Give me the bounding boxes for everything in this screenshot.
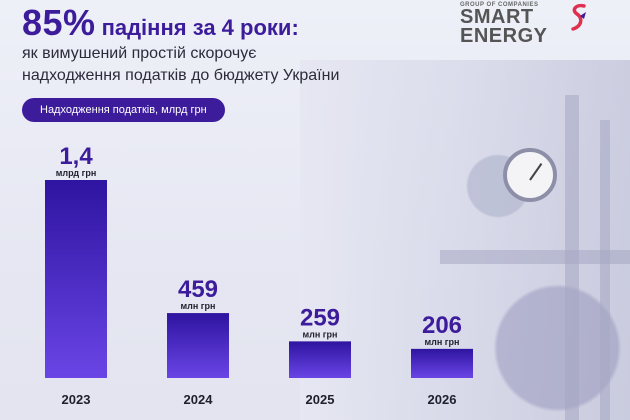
unit-label-2026: млн грн <box>425 337 460 347</box>
x-tick-label-2023: 2023 <box>62 392 91 407</box>
bar-2023 <box>45 180 107 378</box>
subtitle-line: надходження податків до бюджету України <box>22 67 340 84</box>
headline-percent: 85% <box>22 2 96 43</box>
value-label-2026: 206 <box>422 312 462 339</box>
pipe-decoration <box>600 120 610 420</box>
bar-2026 <box>411 348 473 378</box>
logo-line-smart: SMART <box>460 6 534 28</box>
value-label-2023: 1,4 <box>59 143 93 170</box>
logo-s-mark-icon <box>571 3 586 31</box>
chart-label-pill: Надходження податків, млрд грн <box>22 98 225 122</box>
unit-label-2023: млрд грн <box>56 168 97 178</box>
bar-2024 <box>167 313 229 378</box>
unit-label-2024: млн грн <box>181 301 216 311</box>
x-tick-label-2025: 2025 <box>306 392 335 407</box>
value-label-2024: 459 <box>178 276 218 303</box>
value-label-2025: 259 <box>300 304 340 331</box>
logo-group-text: GROUP OF COMPANIES <box>460 2 539 8</box>
subtitle-line: як вимушений простій скорочує <box>22 45 257 62</box>
x-tick-label-2026: 2026 <box>428 392 457 407</box>
x-tick-label-2024: 2024 <box>184 392 214 407</box>
logo-line-energy: ENERGY <box>460 25 548 47</box>
smart-energy-logo: GROUP OF COMPANIES SMART ENERGY <box>460 2 600 52</box>
page-title: 85% падіння за 4 роки: <box>22 2 299 44</box>
pipe-decoration <box>440 250 630 264</box>
page-subtitle: як вимушений простій скорочує надходженн… <box>22 43 402 87</box>
unit-label-2025: млн грн <box>303 329 338 339</box>
headline-text: падіння за 4 роки: <box>101 15 299 40</box>
bar-2025 <box>289 341 351 378</box>
pressure-gauge-icon <box>503 148 557 202</box>
